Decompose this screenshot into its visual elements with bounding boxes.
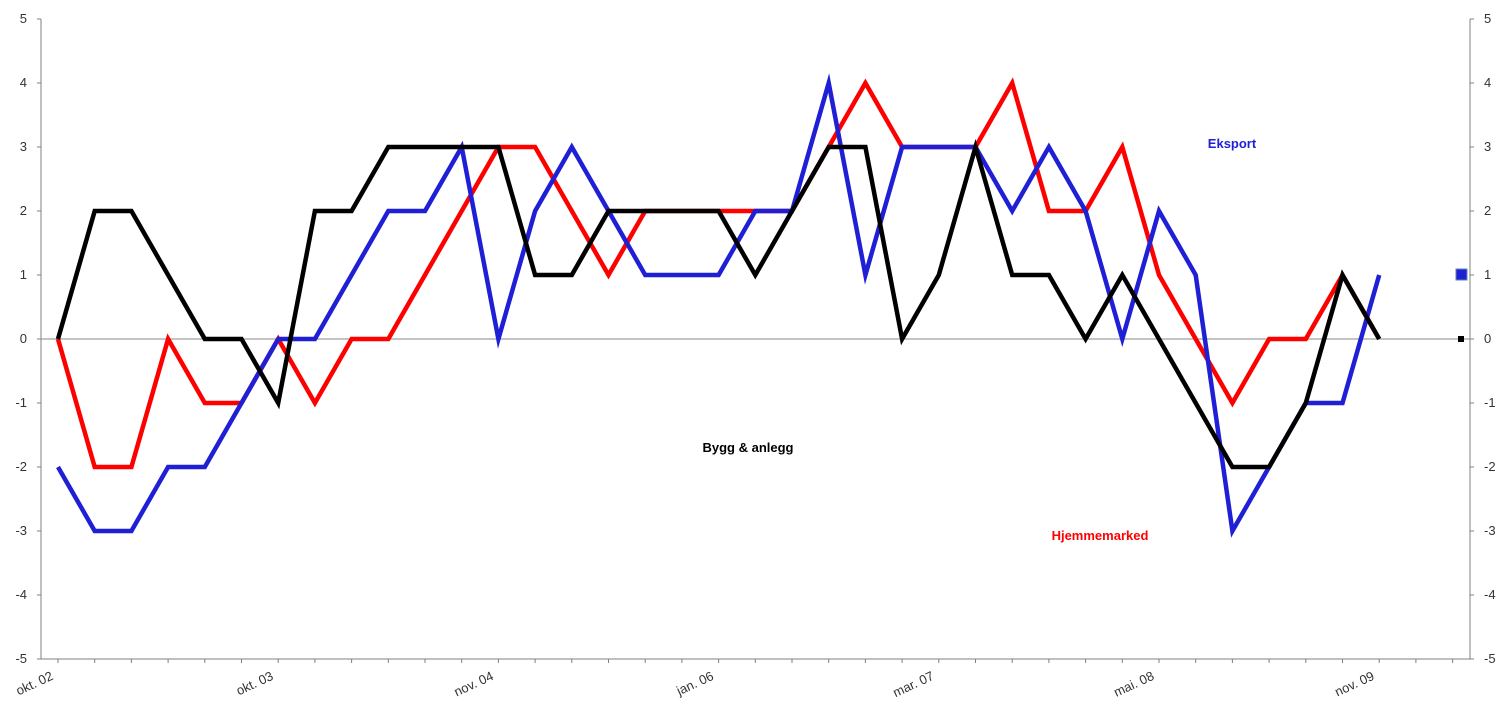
chart-axes: 5 4 3 2 1 0 -1 -2 -3 -4 -5 5 4 3 2 1 0 -1 -2 -3 -4 -5 okt. 02 o… [14,11,1496,700]
y-tick-label-right: 4 [1484,75,1491,90]
y-tick-label-left: 0 [20,331,27,346]
series-label-bygg-anlegg: Bygg & anlegg [702,440,793,455]
x-tick-label: okt. 03 [234,668,276,698]
y-tick-label-left: -5 [15,651,27,666]
chart-series-labels: Hjemmemarked Eksport Bygg & anlegg [702,136,1256,543]
x-tick-label: mai. 08 [1111,668,1156,700]
x-tick-label: okt. 02 [14,668,56,698]
y-tick-label-right: 2 [1484,203,1491,218]
y-tick-label-right: -2 [1484,459,1496,474]
y-tick-label-right: -1 [1484,395,1496,410]
series-label-hjemmemarked: Hjemmemarked [1052,528,1149,543]
y-tick-label-left: 5 [20,11,27,26]
series-label-eksport: Eksport [1208,136,1257,151]
y-tick-label-right: 3 [1484,139,1491,154]
series-line-bygg-anlegg [55,138,1382,470]
y-tick-label-right: 0 [1484,331,1491,346]
y-tick-label-right: 1 [1484,267,1491,282]
chart-series-lines [55,73,1468,538]
y-tick-label-left: -2 [15,459,27,474]
y-tick-label-left: 4 [20,75,27,90]
y-tick-label-left: 3 [20,139,27,154]
y-tick-label-left: -4 [15,587,27,602]
y-tick-label-right: 5 [1484,11,1491,26]
x-tick-label: nov. 09 [1332,668,1376,699]
x-tick-label: mar. 07 [890,668,936,700]
y-tick-label-left: 1 [20,267,27,282]
y-tick-label-right: -5 [1484,651,1496,666]
legend-marker-eksport [1455,268,1468,281]
y-tick-label-left: 2 [20,203,27,218]
y-tick-label-left: -3 [15,523,27,538]
y-tick-label-left: -1 [15,395,27,410]
y-tick-label-right: -3 [1484,523,1496,538]
series-line-eksport [56,73,1382,538]
x-tick-label: jan. 06 [673,668,716,699]
legend-marker-bygg [1458,336,1464,342]
x-tick-label: nov. 04 [452,668,496,699]
y-tick-label-right: -4 [1484,587,1496,602]
